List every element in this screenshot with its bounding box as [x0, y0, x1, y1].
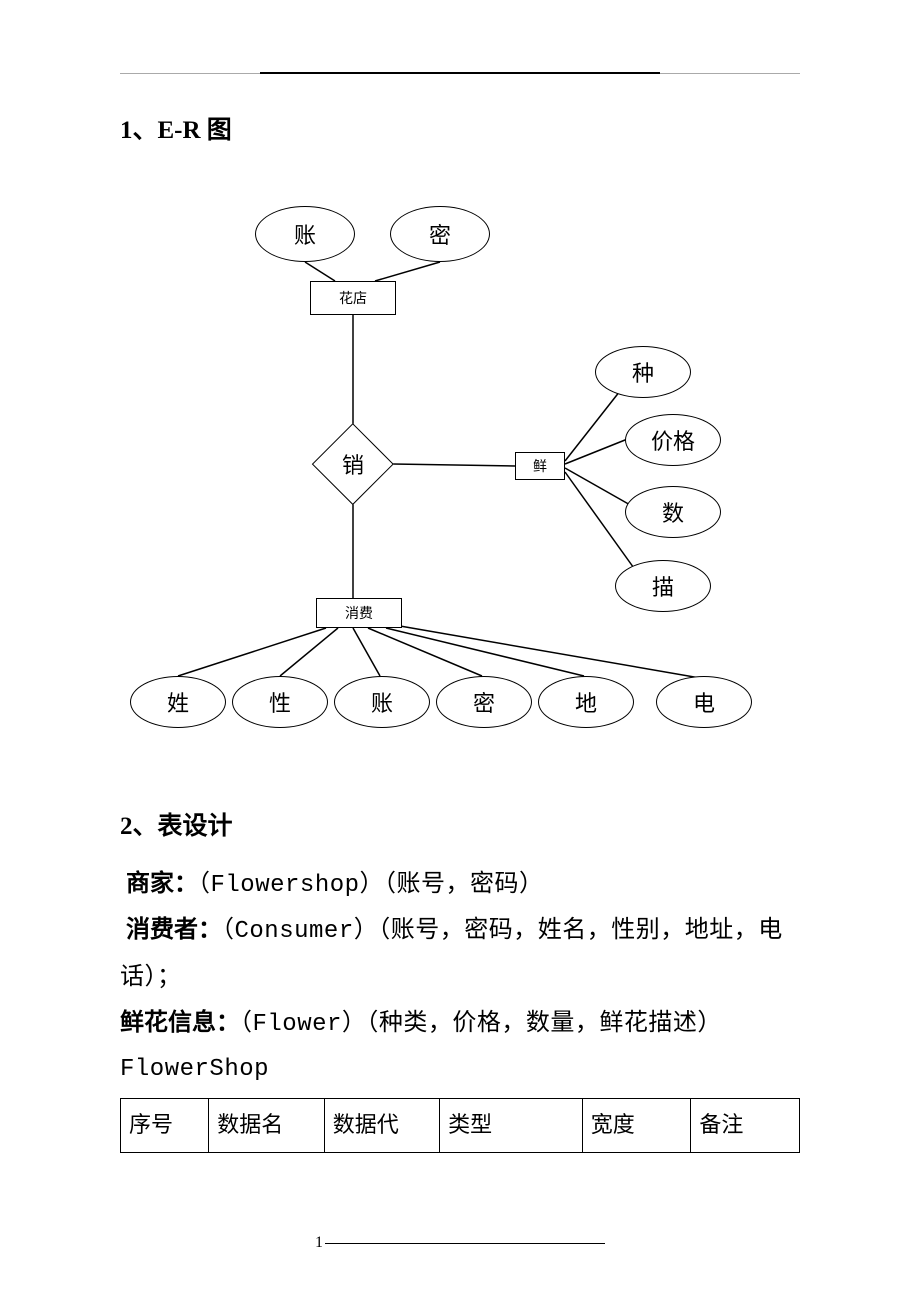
er-node-attr_gender: 性 — [232, 676, 328, 728]
er-node-attr_qty: 数 — [625, 486, 721, 538]
er-node-attr_account2: 账 — [334, 676, 430, 728]
page-content: 1、E-R 图 账密花店销鲜种价格数描消费姓性账密地电 2、表设计 商家：（Fl… — [120, 110, 800, 1153]
page-number: 1 — [315, 1234, 323, 1251]
footer-rule — [325, 1243, 605, 1244]
er-node-attr_addr: 地 — [538, 676, 634, 728]
er-node-ent_consumer: 消费 — [316, 598, 402, 628]
table-header-cell: 备注 — [691, 1098, 800, 1152]
er-node-attr_price: 价格 — [625, 414, 721, 466]
er-node-attr_kind: 种 — [595, 346, 691, 398]
section-2-title: 2、表设计 — [120, 806, 800, 842]
schema-table: 序号数据名数据代类型宽度备注 — [120, 1098, 800, 1153]
table-header-cell: 数据名 — [209, 1098, 324, 1152]
header-rule — [120, 72, 800, 74]
merchant-def: （Flowershop）（账号，密码） — [198, 872, 544, 899]
consumer-line: 消费者：（Consumer）（账号，密码，姓名，性别，地址，电话）； — [120, 908, 800, 1001]
er-node-ent_shop: 花店 — [310, 281, 396, 315]
table-header-cell: 序号 — [121, 1098, 209, 1152]
table-name: FlowerShop — [120, 1048, 800, 1092]
flower-def: （Flower）（种类，价格，数量，鲜花描述） — [240, 1011, 722, 1038]
er-node-attr_name: 姓 — [130, 676, 226, 728]
consumer-label: 消费者： — [126, 917, 222, 943]
page-footer: 1 — [0, 1234, 920, 1252]
er-node-attr_password1: 密 — [390, 206, 490, 262]
merchant-label: 商家： — [126, 871, 198, 897]
section-1-title: 1、E-R 图 — [120, 110, 800, 146]
table-design-text: 商家：（Flowershop）（账号，密码） 消费者：（Consumer）（账号… — [120, 862, 800, 1153]
er-node-rel_sell: 销 — [313, 424, 393, 504]
table-header-cell: 数据代 — [324, 1098, 439, 1152]
er-node-attr_account1: 账 — [255, 206, 355, 262]
merchant-line: 商家：（Flowershop）（账号，密码） — [120, 862, 800, 908]
er-node-attr_password2: 密 — [436, 676, 532, 728]
er-diagram: 账密花店销鲜种价格数描消费姓性账密地电 — [120, 166, 800, 766]
table-header-cell: 宽度 — [582, 1098, 691, 1152]
er-node-attr_phone: 电 — [656, 676, 752, 728]
table-header-row: 序号数据名数据代类型宽度备注 — [121, 1098, 800, 1152]
flower-line: 鲜花信息：（Flower）（种类，价格，数量，鲜花描述） — [120, 1001, 800, 1047]
flower-label: 鲜花信息： — [120, 1010, 240, 1036]
er-node-ent_flower: 鲜 — [515, 452, 565, 480]
table-header-cell: 类型 — [440, 1098, 583, 1152]
er-node-attr_desc: 描 — [615, 560, 711, 612]
